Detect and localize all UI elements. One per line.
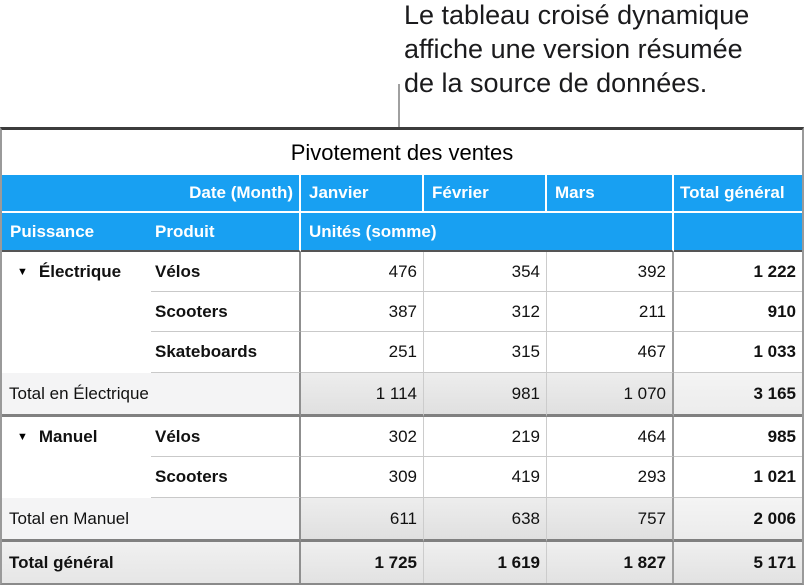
group-name: Électrique — [38, 262, 122, 281]
subtotal-value-cell[interactable]: 981 — [424, 373, 547, 417]
subtotal-label-electrique[interactable]: Total en Électrique — [2, 373, 301, 417]
group-name: Manuel — [38, 427, 98, 446]
callout-line: de la source de données. — [404, 68, 708, 98]
subtotal-total-cell[interactable]: 2 006 — [674, 498, 802, 542]
group-spacer-cell[interactable] — [2, 332, 151, 373]
value-cell[interactable]: 464 — [547, 417, 674, 457]
subtotal-label-manuel[interactable]: Total en Manuel — [2, 498, 301, 542]
row-total-cell[interactable]: 1 222 — [674, 252, 802, 292]
product-cell[interactable]: Vélos — [151, 252, 301, 292]
grand-total-value-cell[interactable]: 1 619 — [424, 542, 547, 583]
value-cell[interactable]: 211 — [547, 292, 674, 332]
grand-total-value-cell[interactable]: 1 725 — [301, 542, 424, 583]
values-field-label[interactable]: Unités (somme) — [301, 213, 674, 252]
value-cell[interactable]: 392 — [547, 252, 674, 292]
callout-line: affiche une version résumée — [404, 34, 743, 64]
table-title: Pivotement des ventes — [290, 139, 514, 165]
row-total-cell[interactable]: 1 033 — [674, 332, 802, 373]
product-cell[interactable]: Scooters — [151, 457, 301, 498]
row-total-cell[interactable]: 910 — [674, 292, 802, 332]
callout-text: Le tableau croisé dynamique affiche une … — [404, 0, 749, 100]
grand-total-value-cell[interactable]: 1 827 — [547, 542, 674, 583]
grand-total-label[interactable]: Total général — [2, 542, 301, 583]
value-cell[interactable]: 251 — [301, 332, 424, 373]
disclosure-triangle-icon[interactable]: ▼ — [17, 430, 28, 443]
column-field-label[interactable]: Date (Month) — [2, 175, 301, 213]
row-total-cell[interactable]: 985 — [674, 417, 802, 457]
subtotal-value-cell[interactable]: 1 114 — [301, 373, 424, 417]
disclosure-triangle-icon[interactable]: ▼ — [17, 265, 28, 278]
column-header-mars[interactable]: Mars — [547, 175, 674, 213]
value-cell[interactable]: 467 — [547, 332, 674, 373]
subtotal-total-cell[interactable]: 3 165 — [674, 373, 802, 417]
callout-connector-line — [398, 84, 400, 127]
row-total-cell[interactable]: 1 021 — [674, 457, 802, 498]
group-label-electrique[interactable]: ▼ Électrique — [2, 252, 151, 292]
callout-line: Le tableau croisé dynamique — [404, 0, 750, 30]
value-cell[interactable]: 309 — [301, 457, 424, 498]
subtotal-value-cell[interactable]: 638 — [424, 498, 547, 542]
value-cell[interactable]: 312 — [424, 292, 547, 332]
column-header-fevrier[interactable]: Février — [424, 175, 547, 213]
row-field-puissance-label[interactable]: Puissance — [2, 213, 151, 252]
value-cell[interactable]: 476 — [301, 252, 424, 292]
pivot-table: Pivotement des ventes Date (Month) Janvi… — [0, 127, 804, 585]
product-cell[interactable]: Vélos — [151, 417, 301, 457]
value-cell[interactable]: 315 — [424, 332, 547, 373]
product-cell[interactable]: Skateboards — [151, 332, 301, 373]
subtotal-value-cell[interactable]: 1 070 — [547, 373, 674, 417]
column-header-total-general[interactable]: Total général — [674, 175, 802, 213]
value-cell[interactable]: 219 — [424, 417, 547, 457]
row-field-produit-label[interactable]: Produit — [151, 213, 301, 252]
value-cell[interactable]: 354 — [424, 252, 547, 292]
value-cell[interactable]: 387 — [301, 292, 424, 332]
subtotal-value-cell[interactable]: 757 — [547, 498, 674, 542]
value-cell[interactable]: 302 — [301, 417, 424, 457]
header-empty-cell[interactable] — [674, 213, 802, 252]
grand-total-cell[interactable]: 5 171 — [674, 542, 802, 583]
product-cell[interactable]: Scooters — [151, 292, 301, 332]
subtotal-value-cell[interactable]: 611 — [301, 498, 424, 542]
column-header-janvier[interactable]: Janvier — [301, 175, 424, 213]
group-label-manuel[interactable]: ▼ Manuel — [2, 417, 151, 457]
value-cell[interactable]: 293 — [547, 457, 674, 498]
group-spacer-cell[interactable] — [2, 292, 151, 332]
group-spacer-cell[interactable] — [2, 457, 151, 498]
value-cell[interactable]: 419 — [424, 457, 547, 498]
